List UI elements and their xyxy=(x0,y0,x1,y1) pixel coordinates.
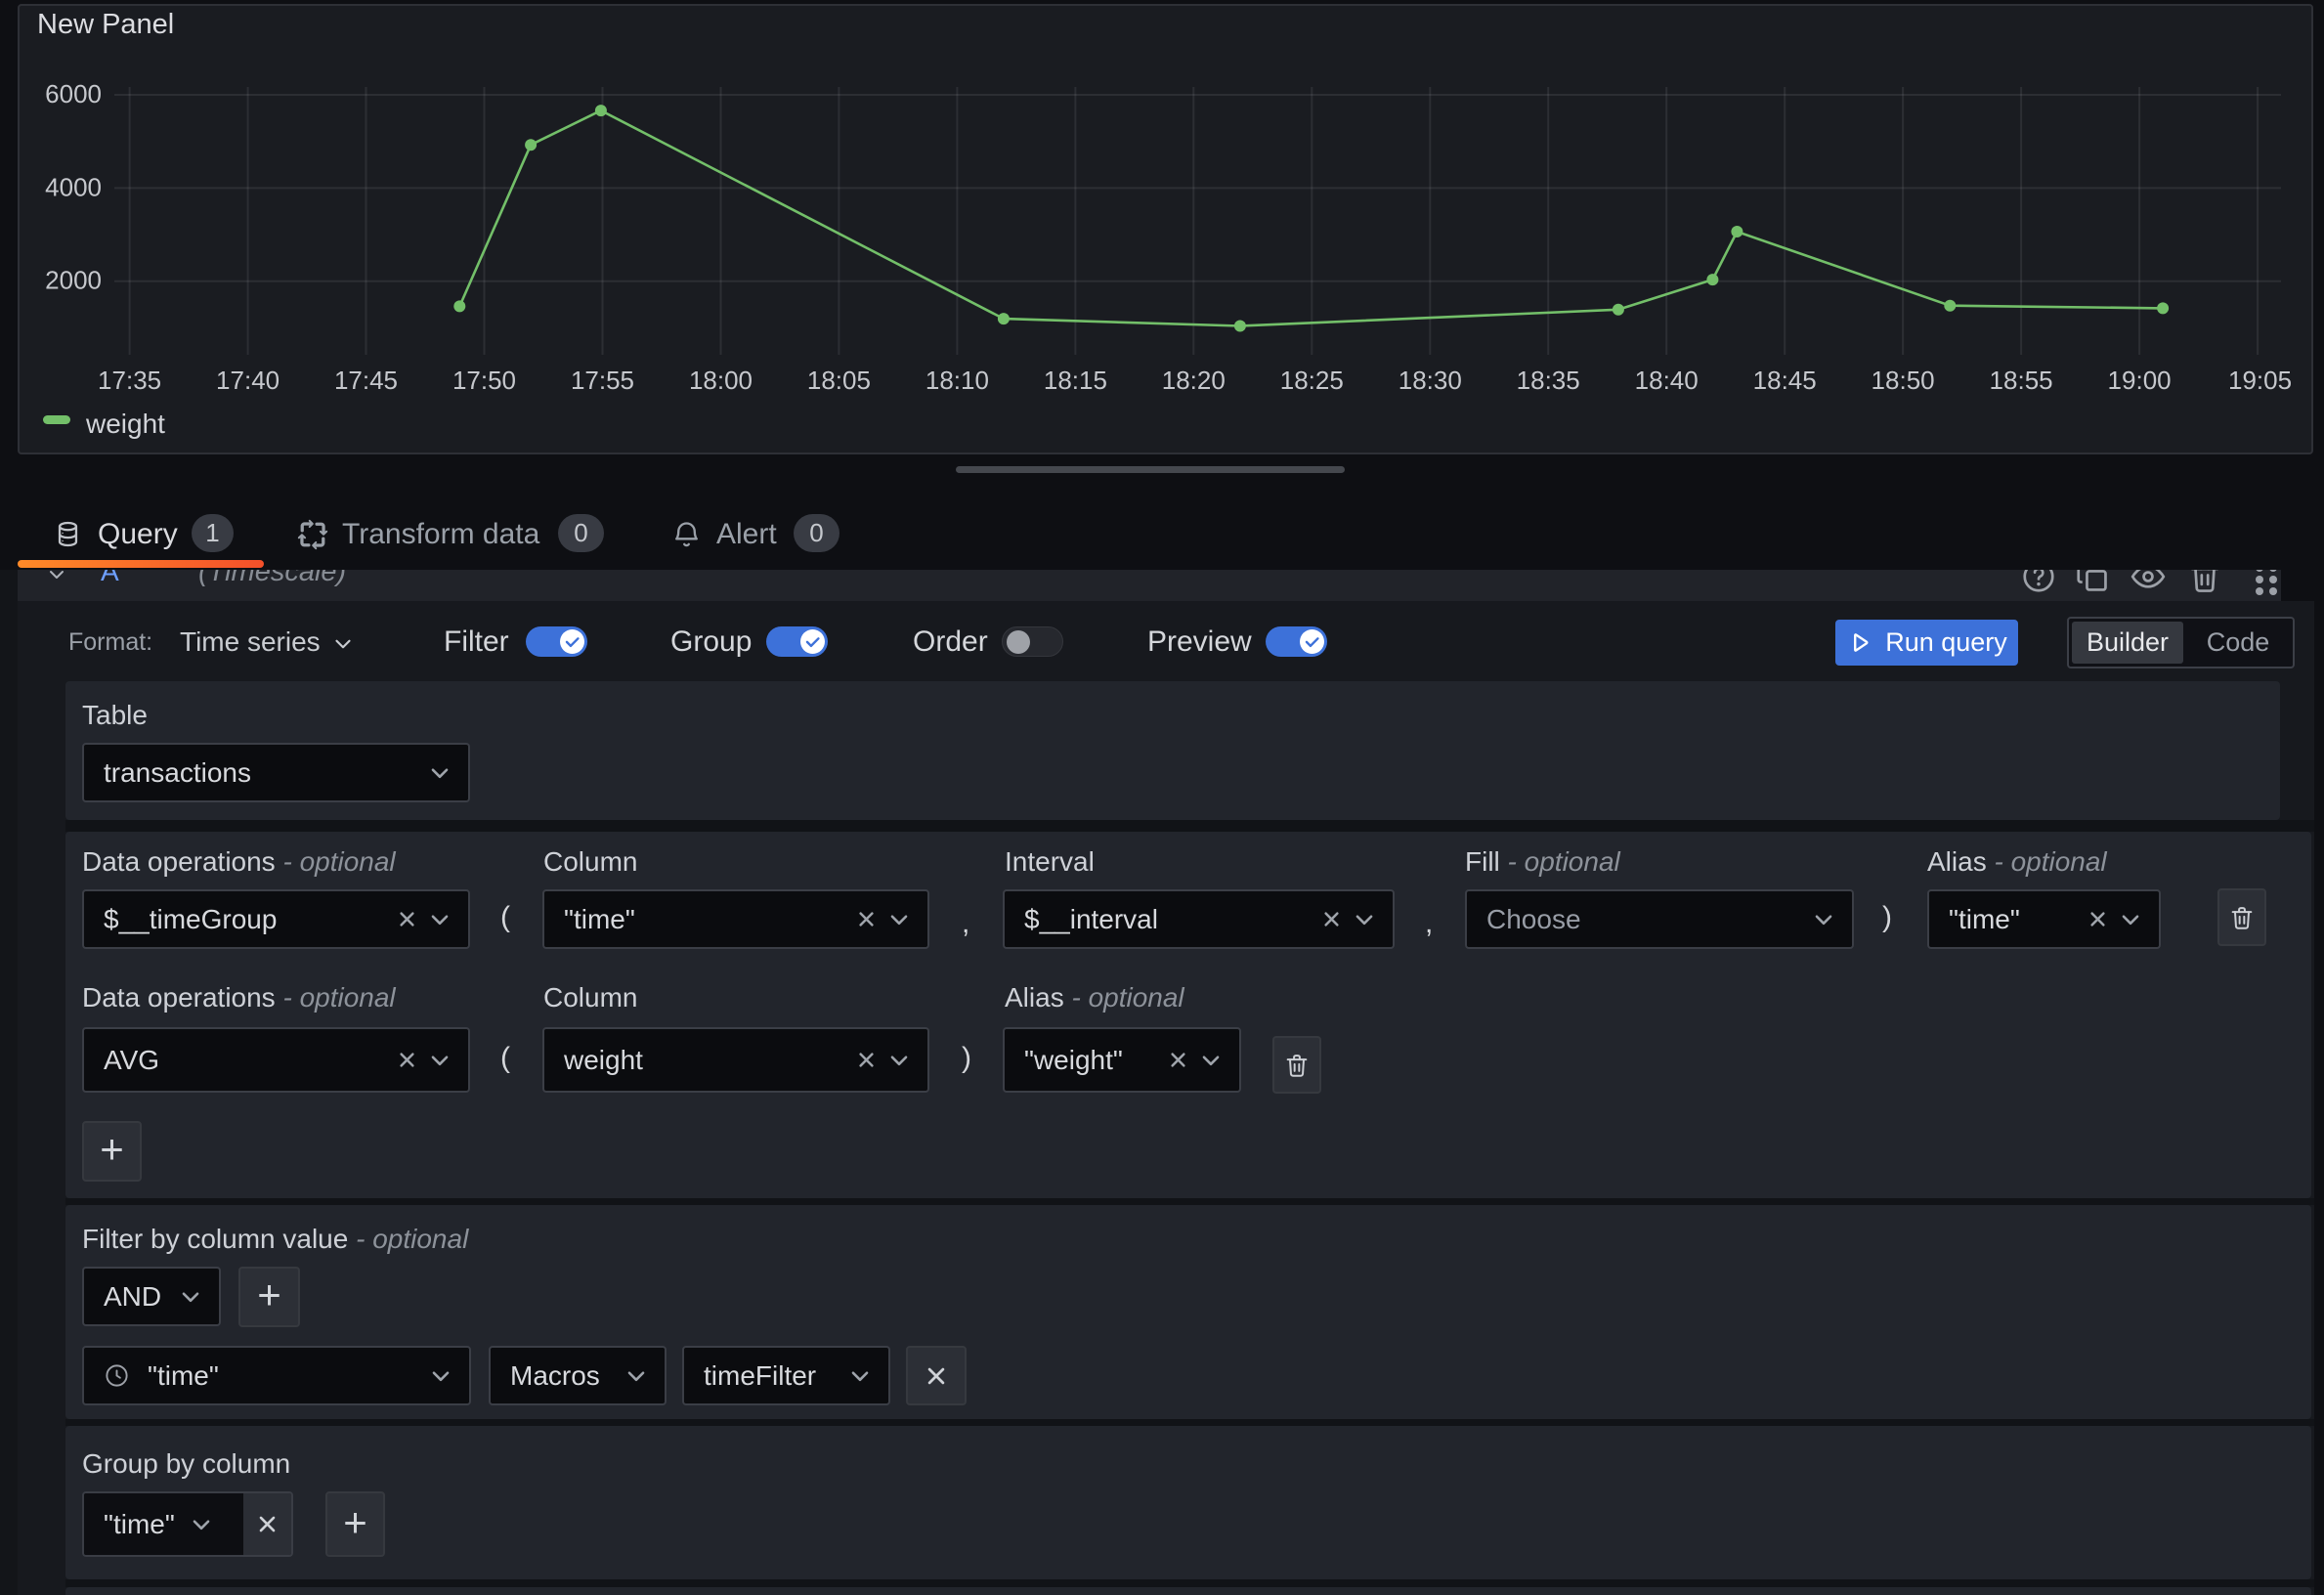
svg-text:4000: 4000 xyxy=(45,172,102,201)
svg-text:19:05: 19:05 xyxy=(2228,366,2292,395)
svg-text:18:00: 18:00 xyxy=(689,366,753,395)
svg-text:18:45: 18:45 xyxy=(1753,366,1817,395)
svg-text:18:25: 18:25 xyxy=(1280,366,1344,395)
svg-text:19:00: 19:00 xyxy=(2108,366,2172,395)
svg-text:18:20: 18:20 xyxy=(1162,366,1226,395)
svg-text:18:35: 18:35 xyxy=(1517,366,1580,395)
svg-text:18:15: 18:15 xyxy=(1044,366,1107,395)
svg-text:17:35: 17:35 xyxy=(98,366,161,395)
svg-text:6000: 6000 xyxy=(45,79,102,108)
svg-text:17:50: 17:50 xyxy=(452,366,516,395)
svg-text:18:30: 18:30 xyxy=(1399,366,1462,395)
svg-text:17:55: 17:55 xyxy=(571,366,634,395)
svg-text:18:50: 18:50 xyxy=(1872,366,1935,395)
svg-text:18:10: 18:10 xyxy=(925,366,989,395)
svg-text:18:05: 18:05 xyxy=(807,366,871,395)
svg-text:17:40: 17:40 xyxy=(216,366,280,395)
svg-text:17:45: 17:45 xyxy=(334,366,398,395)
svg-text:18:40: 18:40 xyxy=(1635,366,1699,395)
svg-text:2000: 2000 xyxy=(45,266,102,295)
svg-text:18:55: 18:55 xyxy=(1990,366,2053,395)
